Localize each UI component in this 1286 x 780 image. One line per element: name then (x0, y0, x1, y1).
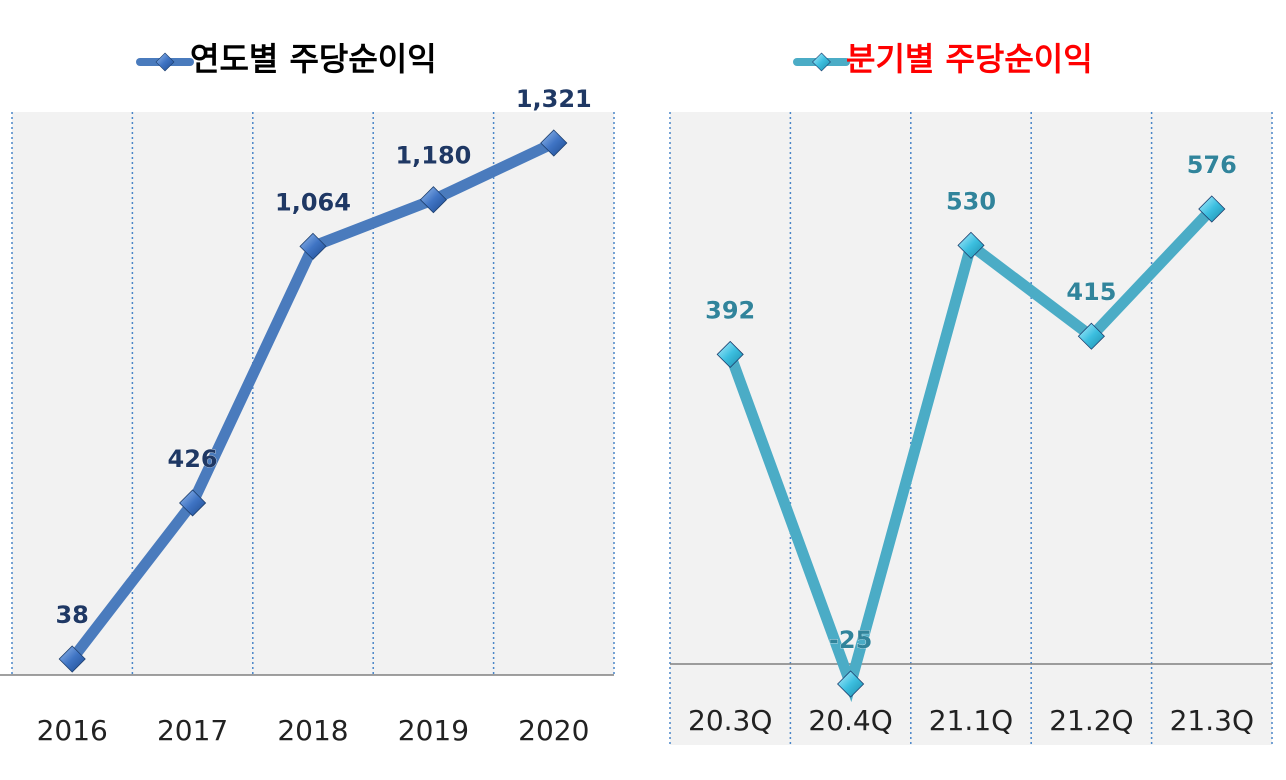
chart-title: 분기별 주당순이익 (846, 40, 1093, 78)
data-label-2020: 1,321 (516, 85, 592, 113)
data-point-21.1Q (957, 231, 985, 259)
plot-area (12, 112, 614, 675)
data-point-21.2Q (1077, 322, 1105, 350)
data-label-2019: 1,180 (395, 142, 471, 170)
data-point-20.3Q (716, 340, 744, 368)
chart-title: 연도별 주당순이익 (190, 40, 437, 78)
x-tick-21.1Q: 21.1Q (929, 704, 1013, 737)
data-point-2018 (299, 232, 327, 260)
data-point-2016 (58, 645, 86, 673)
x-tick-2019: 2019 (398, 714, 469, 747)
x-tick-20.3Q: 20.3Q (688, 704, 772, 737)
data-point-20.4Q (837, 670, 865, 698)
data-point-21.3Q (1198, 195, 1226, 223)
data-label-2018: 1,064 (275, 188, 351, 216)
data-label-21.1Q: 530 (946, 187, 996, 215)
x-tick-21.3Q: 21.3Q (1170, 704, 1254, 737)
data-label-2017: 426 (168, 445, 218, 473)
x-tick-2017: 2017 (157, 714, 228, 747)
annual-eps-chart: 38 426 1,064 1,180 1,321 2016 2017 2018 2019 2020… (0, 40, 615, 747)
data-point-2019 (419, 186, 447, 214)
x-tick-2020: 2020 (518, 714, 589, 747)
legend-marker (812, 52, 831, 72)
x-tick-20.4Q: 20.4Q (808, 704, 892, 737)
data-label-21.3Q: 576 (1187, 151, 1237, 179)
data-label-20.4Q: -25 (829, 626, 872, 654)
x-tick-21.2Q: 21.2Q (1049, 704, 1133, 737)
x-tick-2018: 2018 (277, 714, 348, 747)
data-label-20.3Q: 392 (705, 296, 755, 324)
data-label-2016: 38 (55, 601, 88, 629)
plot-area (670, 112, 1272, 745)
data-point-2017 (179, 489, 207, 517)
x-tick-2016: 2016 (37, 714, 108, 747)
data-label-21.2Q: 415 (1066, 278, 1116, 306)
legend-marker (155, 52, 175, 72)
quarterly-eps-chart: 392 -25 530 415 576 20.3Q 20.4Q 21.1Q 21.2Q 21.3Q… (669, 40, 1273, 745)
data-point-2020 (540, 129, 568, 157)
